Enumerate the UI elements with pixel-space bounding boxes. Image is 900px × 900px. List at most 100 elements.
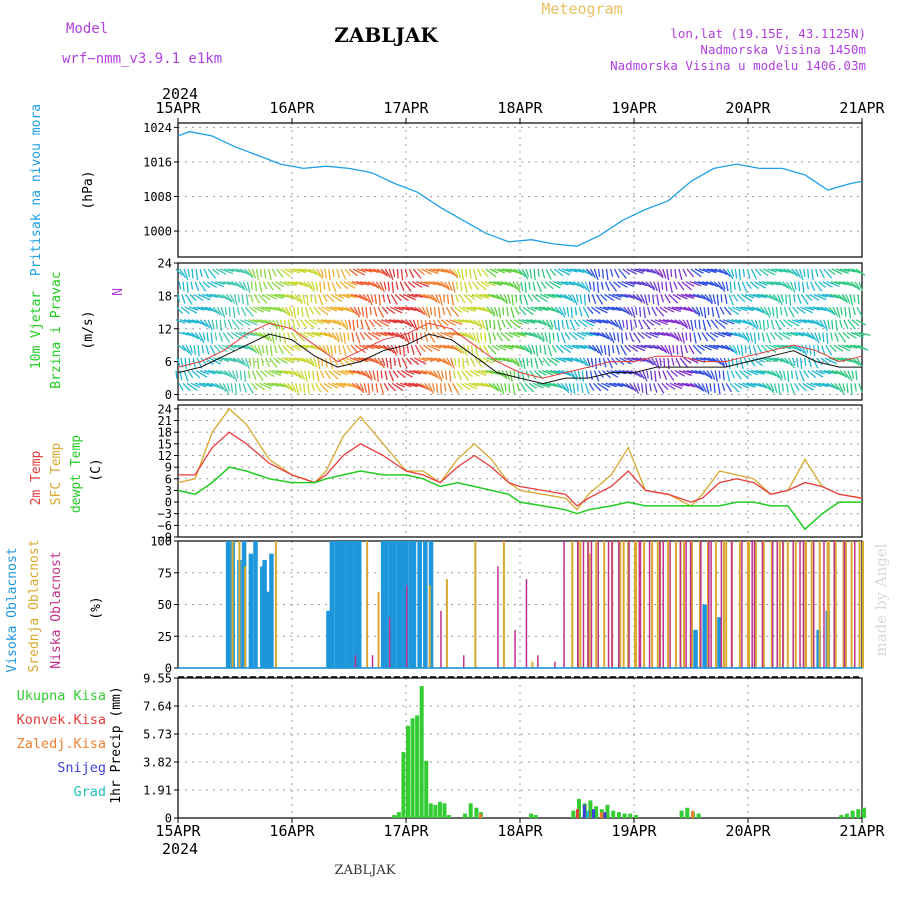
wind-barb <box>358 344 368 350</box>
wind-barb <box>417 268 425 276</box>
wind-barb <box>641 281 652 289</box>
wind-barb <box>506 357 517 365</box>
wind-barb <box>383 382 389 391</box>
wind-barb <box>706 268 717 273</box>
wind-barb <box>842 332 850 340</box>
cloud-mid-bar <box>754 541 757 668</box>
wind-barb <box>740 306 754 312</box>
wind-barb <box>230 331 242 340</box>
wind-barb <box>331 281 337 293</box>
wind-barb <box>316 268 324 280</box>
wind-barb <box>847 370 853 382</box>
wind-barb <box>481 319 486 330</box>
wind-barb <box>480 281 490 287</box>
wind-barb <box>224 268 234 273</box>
wind-barb <box>682 268 688 277</box>
wind-barb <box>668 345 673 357</box>
wind-barb <box>312 370 315 381</box>
wind-barb <box>742 268 745 278</box>
wind-barb <box>277 306 288 314</box>
precip-total-bar <box>424 760 429 818</box>
wind-barb <box>215 281 225 286</box>
wind-barb <box>246 281 251 293</box>
cloud-mid-bar <box>667 541 670 668</box>
wind-barb <box>214 332 218 341</box>
wind-barb <box>763 268 776 276</box>
cloud-mid-bar <box>683 541 686 668</box>
wind-barb <box>742 319 752 326</box>
wind-barb <box>430 357 441 362</box>
wind-barb <box>493 319 496 330</box>
wind-barb <box>584 281 591 293</box>
wind-barb <box>369 357 379 364</box>
wind-barb <box>449 319 463 326</box>
wind-barb <box>663 306 675 313</box>
wind-barb <box>516 331 527 336</box>
wind-barb <box>751 357 763 367</box>
wind-barb <box>460 281 463 292</box>
wind-barb <box>327 281 331 292</box>
temp-2m-title: 2m Temp <box>29 450 44 505</box>
wind-barb <box>642 370 648 382</box>
wind-barb <box>468 332 475 340</box>
wind-barb <box>175 268 183 276</box>
wind-barb <box>764 357 778 363</box>
wind-barb <box>242 281 248 292</box>
wind-barb <box>337 357 345 367</box>
wind-barb <box>728 344 738 355</box>
wind-barb <box>303 281 313 290</box>
cloud-high-bar <box>356 541 362 668</box>
wind-barb <box>279 319 284 331</box>
wind-barb <box>834 281 847 286</box>
wind-barb <box>684 293 695 298</box>
wind-barb <box>789 281 796 293</box>
y-tick-label: 1.91 <box>143 784 172 798</box>
wind-barb <box>845 344 858 349</box>
wind-barb <box>548 281 561 289</box>
wind-barb <box>856 306 863 317</box>
precip-total-bar <box>533 815 538 818</box>
wind-barb <box>435 344 448 349</box>
wind-barb <box>844 307 847 317</box>
wind-barb <box>191 268 194 279</box>
wind-barb <box>227 319 233 330</box>
wind-barb <box>718 370 721 379</box>
wind-barb <box>324 268 328 279</box>
wind-barb <box>465 268 468 278</box>
cloud-low-bar <box>618 541 620 668</box>
x-tick-label-bottom: 16APR <box>269 822 315 840</box>
wind-barb <box>469 319 480 327</box>
wind-barb <box>348 319 352 330</box>
y-tick-label: 24 <box>158 257 172 271</box>
wind-barb <box>632 293 643 303</box>
wind-barb <box>414 357 427 365</box>
wind-barb <box>474 357 483 368</box>
wind-barb <box>543 345 547 355</box>
wind-barb <box>372 319 382 328</box>
wind-barb <box>358 293 367 301</box>
precip-total-bar <box>856 809 861 818</box>
wind-barb <box>671 306 682 311</box>
wind-barb <box>803 319 814 324</box>
wind-barb <box>543 293 556 299</box>
wind-barb <box>390 344 398 356</box>
wind-barb <box>249 306 258 314</box>
wind-barb <box>521 268 529 280</box>
wind-barb <box>791 268 799 276</box>
cloud-low-bar <box>563 541 565 668</box>
wind-barb <box>482 357 494 364</box>
wind-barb <box>608 332 615 344</box>
wind-barb <box>473 268 478 281</box>
cloud-low-bar <box>708 541 710 668</box>
wind-barb <box>706 319 712 328</box>
wind-barb <box>717 331 732 337</box>
wind-barb <box>192 306 205 311</box>
y-tick-label: 24 <box>158 402 172 416</box>
wind-barb <box>296 268 307 273</box>
wind-barb <box>736 293 746 303</box>
wind-barb <box>189 345 193 354</box>
wind-barb <box>444 370 448 381</box>
wind-barb <box>815 319 823 327</box>
wind-barb <box>364 370 373 381</box>
wind-barb <box>672 293 682 300</box>
